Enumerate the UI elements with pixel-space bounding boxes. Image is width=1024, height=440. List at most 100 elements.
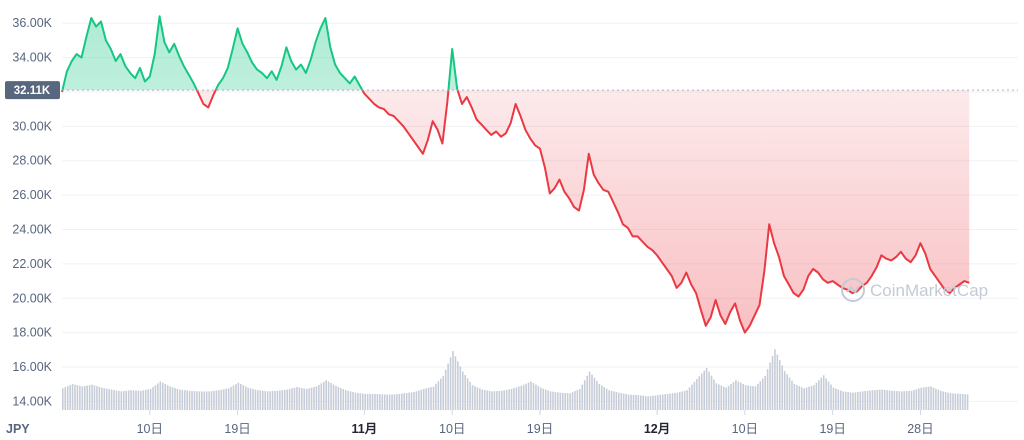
volume-bar [327, 381, 330, 410]
volume-bar [564, 392, 566, 410]
y-tick-label: 16.00K [12, 360, 52, 374]
volume-bar [288, 388, 291, 410]
volume-bar [639, 395, 642, 410]
volume-bar [461, 371, 464, 410]
volume-bar [188, 390, 191, 410]
volume-bar [181, 389, 184, 410]
volume-bar [744, 385, 747, 410]
volume-bar [798, 386, 801, 410]
volume-bar [135, 390, 137, 410]
volume-bar [925, 387, 927, 410]
volume-bar [381, 394, 384, 410]
volume-bar [957, 393, 959, 410]
volume-bar [132, 390, 135, 410]
volume-bar [64, 387, 67, 410]
volume-bar [849, 392, 852, 410]
volume-bar [466, 378, 469, 410]
volume-bar [369, 393, 371, 410]
x-tick-label: 10日 [732, 422, 758, 436]
volume-bar [247, 387, 249, 410]
volume-bar [418, 390, 420, 410]
volume-bar [383, 394, 386, 410]
volume-bar [127, 390, 130, 410]
volume-bar [944, 392, 947, 410]
volume-bar [537, 386, 540, 410]
volume-bar [613, 391, 615, 410]
volume-bar [432, 386, 435, 410]
area-below-reference [62, 90, 970, 333]
volume-bar [898, 391, 901, 410]
volume-bar [600, 385, 603, 410]
volume-bar [393, 394, 396, 410]
volume-bar [842, 391, 845, 410]
volume-bar [454, 356, 457, 410]
y-tick-label: 28.00K [12, 154, 52, 168]
volume-bar [105, 388, 108, 410]
y-tick-label: 24.00K [12, 222, 52, 236]
volume-bar [257, 390, 259, 410]
volume-bar [364, 393, 367, 410]
volume-bar [771, 355, 774, 410]
volume-bar [215, 390, 218, 410]
volume-bar [793, 383, 796, 410]
volume-bar [62, 388, 64, 410]
volume-bar [315, 386, 318, 410]
volume-bar [781, 365, 784, 410]
volume-bar [905, 391, 908, 410]
volume-bar [410, 392, 413, 410]
volume-bar [839, 390, 842, 410]
volume-bar [457, 361, 459, 410]
volume-bar [918, 388, 920, 410]
volume-bar [283, 389, 286, 410]
volume-bar [952, 393, 954, 410]
volume-bar [874, 390, 876, 410]
volume-bar [374, 393, 376, 410]
volume-bar [720, 385, 723, 410]
volume-bar [320, 383, 323, 410]
volume-bar [488, 390, 491, 410]
volume-bar [337, 386, 340, 410]
volume-bar [486, 390, 488, 410]
volume-bar [169, 386, 171, 410]
volume-bar [281, 390, 284, 410]
volume-bar [154, 385, 157, 410]
volume-bar [557, 392, 559, 410]
volume-bar [296, 387, 298, 410]
volume-bar [837, 389, 840, 410]
volume-bar [298, 387, 301, 410]
volume-bar [649, 396, 652, 410]
volume-bar [657, 395, 659, 410]
volume-bar [544, 389, 547, 410]
volume-bar [140, 390, 142, 410]
volume-bar [359, 393, 362, 410]
y-tick-label: 36.00K [12, 16, 52, 30]
volume-bar [800, 387, 803, 410]
volume-bar [598, 383, 601, 410]
volume-bar [937, 389, 940, 410]
volume-bar [469, 381, 471, 410]
volume-bar [344, 390, 347, 410]
y-tick-label: 18.00K [12, 326, 52, 340]
volume-bar [93, 385, 96, 410]
volume-bar [147, 389, 149, 410]
volume-bar [588, 371, 591, 410]
volume-bar [703, 370, 705, 410]
volume-bar [688, 387, 691, 410]
volume-bar [847, 392, 849, 410]
volume-bar [754, 386, 757, 410]
volume-bar [349, 391, 352, 410]
volume-bar [637, 395, 640, 410]
volume-bar [325, 380, 327, 410]
volume-bar [361, 393, 364, 410]
volume-bar [413, 392, 415, 410]
volume-bar [891, 390, 893, 410]
volume-bar [627, 394, 630, 410]
volume-bar [705, 367, 708, 410]
volume-bar [722, 386, 725, 410]
volume-bar [603, 387, 606, 410]
volume-bar [305, 388, 308, 410]
volume-bar [815, 382, 818, 410]
volume-bar [913, 390, 915, 410]
volume-bar [791, 380, 793, 410]
price-area [62, 16, 970, 333]
